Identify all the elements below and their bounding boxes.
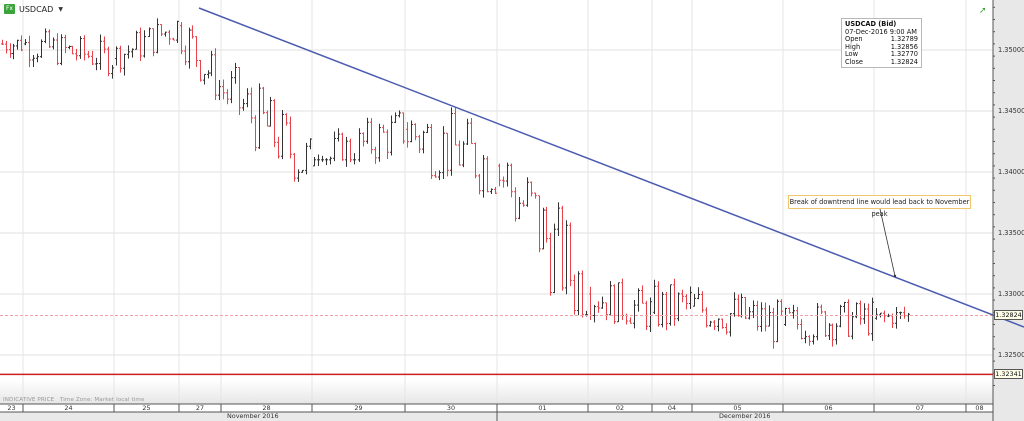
label: Close <box>845 57 863 66</box>
instrument-header[interactable]: Fx USDCAD ▼ <box>4 4 63 14</box>
y-axis-label: 1.33500 <box>998 229 1024 237</box>
current-price-tag: 1.32824 <box>994 310 1023 320</box>
chart-annotation[interactable]: Break of downtrend line would lead back … <box>788 195 971 218</box>
month-label: December 2016 <box>719 412 771 420</box>
date-tick: 07 <box>915 404 925 412</box>
y-axis-label: 1.33000 <box>998 290 1024 298</box>
date-tick: 24 <box>64 404 73 412</box>
date-tick: 28 <box>262 404 271 412</box>
y-axis-label: 1.35000 <box>998 46 1024 54</box>
date-tick: 30 <box>446 404 456 412</box>
date-tick: 27 <box>195 404 205 412</box>
date-tick: 08 <box>975 404 984 412</box>
support-level-tag: 1.32341 <box>994 369 1023 379</box>
date-tick: 04 <box>667 404 677 412</box>
ohlc-tooltip: USDCAD (Bid) 07-Dec-2016 9:00 AM Open 1.3… <box>841 18 922 68</box>
label: High <box>845 42 861 51</box>
date-tick: 05 <box>733 404 742 412</box>
tooltip-datetime: 07-Dec-2016 9:00 AM <box>845 27 917 36</box>
trend-up-arrow-icon[interactable]: ➚ <box>979 6 987 16</box>
tooltip-row-low: Low 1.32770 <box>845 51 918 59</box>
y-axis-label: 1.34000 <box>998 168 1024 176</box>
value: 1.32856 <box>890 42 918 51</box>
tooltip-title: USDCAD (Bid) <box>845 20 897 28</box>
date-tick: 06 <box>824 404 833 412</box>
y-axis-label: 1.32500 <box>998 351 1024 359</box>
caret-down-icon[interactable]: ▼ <box>58 5 63 13</box>
instrument-symbol[interactable]: USDCAD <box>19 4 54 14</box>
tooltip-row-open: Open 1.32789 <box>845 36 918 44</box>
value: 1.32789 <box>890 35 918 44</box>
indicative-price-label: INDICATIVE PRICE <box>3 397 55 403</box>
footer-note: INDICATIVE PRICE Time Zone: Market local… <box>3 397 145 403</box>
value: 1.32770 <box>890 50 918 59</box>
date-tick: 29 <box>354 404 363 412</box>
y-axis-label: 1.34500 <box>998 107 1024 115</box>
date-tick: 23 <box>7 404 16 412</box>
month-label: November 2016 <box>227 412 279 420</box>
date-tick: 25 <box>142 404 151 412</box>
label: Low <box>845 50 858 59</box>
date-tick: 01 <box>538 404 547 412</box>
timezone-label: Time Zone: Market local time <box>59 397 145 403</box>
tooltip-row-high: High 1.32856 <box>845 42 918 52</box>
tooltip-row-close: Close 1.32824 <box>845 57 918 67</box>
value: 1.32824 <box>890 57 918 66</box>
label: Open <box>845 35 863 44</box>
date-tick: 02 <box>615 404 625 412</box>
fx-icon: Fx <box>4 4 15 14</box>
